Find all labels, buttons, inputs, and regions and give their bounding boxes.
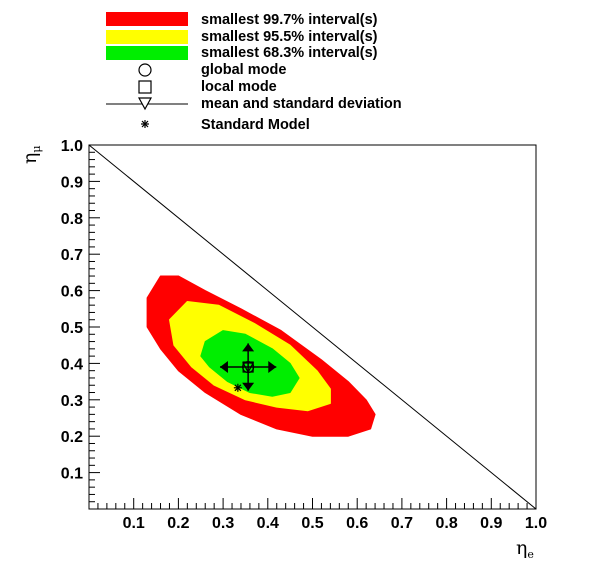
x-tick-label: 1.0 <box>525 515 547 532</box>
arrow-left-icon <box>219 361 228 374</box>
y-axis-title: ημ <box>19 145 43 164</box>
standard-model-marker <box>233 383 242 392</box>
x-tick-label: 0.3 <box>212 515 234 532</box>
legend-label-standard-model: Standard Model <box>201 117 310 133</box>
legend-label-global-mode: global mode <box>201 62 286 78</box>
x-tick-label: 0.6 <box>346 515 368 532</box>
y-tick-label: 0.8 <box>61 211 83 228</box>
legend-label-mean: mean and standard deviation <box>201 96 402 112</box>
y-tick-label: 0.3 <box>61 393 83 410</box>
arrow-up-icon <box>242 343 255 352</box>
x-tick-label: 0.1 <box>123 515 145 532</box>
triangle-down-icon <box>137 97 153 111</box>
legend-label-99-7: smallest 99.7% interval(s) <box>201 12 378 28</box>
square-icon <box>138 80 152 94</box>
legend-label-95-5: smallest 95.5% interval(s) <box>201 29 378 45</box>
arrow-down-icon <box>242 382 255 391</box>
legend-label-68-3: smallest 68.3% interval(s) <box>201 45 378 61</box>
x-tick-label: 0.8 <box>435 515 457 532</box>
y-tick-label: 0.7 <box>61 247 83 264</box>
arrow-right-icon <box>268 361 277 374</box>
y-tick-label: 0.5 <box>61 320 83 337</box>
legend-swatch-68-3 <box>106 46 188 60</box>
y-tick-label: 1.0 <box>61 138 83 155</box>
global-mode-marker <box>242 360 255 374</box>
y-tick-label: 0.1 <box>61 466 83 483</box>
x-tick-label: 0.4 <box>257 515 279 532</box>
legend-label-local-mode: local mode <box>201 79 277 95</box>
asterisk-icon <box>141 120 149 128</box>
x-tick-label: 0.9 <box>480 515 502 532</box>
circle-icon <box>138 63 152 77</box>
mean-marker <box>242 362 255 374</box>
legend-swatch-99-7 <box>106 12 188 26</box>
x-tick-label: 0.2 <box>167 515 189 532</box>
x-axis-title: ηe <box>516 537 534 561</box>
x-tick-label: 0.5 <box>301 515 323 532</box>
y-tick-label: 0.6 <box>61 284 83 301</box>
y-tick-label: 0.4 <box>61 356 83 373</box>
plot-area: 0.1 0.2 0.3 0.4 0.5 0.6 0.7 0.8 0.9 1.0 0.1 0.2 0.3 0… <box>61 138 547 532</box>
legend-swatch-95-5 <box>106 30 188 44</box>
x-tick-label: 0.7 <box>391 515 413 532</box>
y-tick-label: 0.9 <box>61 174 83 191</box>
legend: smallest 99.7% interval(s) smallest 95.5… <box>106 12 402 133</box>
y-tick-label: 0.2 <box>61 429 83 446</box>
constraint-line <box>88 144 537 510</box>
